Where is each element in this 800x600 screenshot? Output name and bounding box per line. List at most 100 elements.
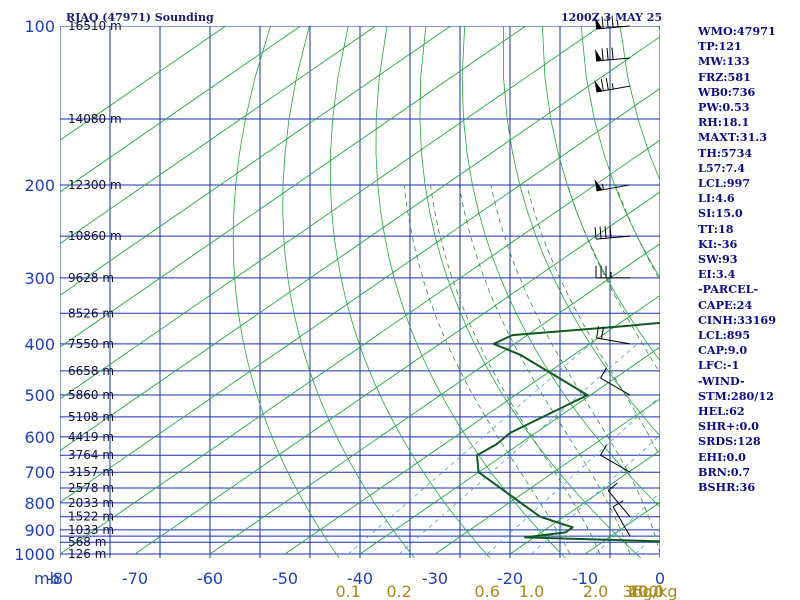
mixing-ratio-line xyxy=(347,343,591,555)
dry-adiabat-line xyxy=(282,26,416,558)
isotherm-line xyxy=(60,26,376,245)
sounding-index-row: WB0:736 xyxy=(698,84,756,99)
pressure-tick-label: 300 xyxy=(24,269,55,288)
wind-barb xyxy=(612,500,631,537)
sounding-index-row: CAP:9.0 xyxy=(698,343,748,358)
sounding-index-row: EI:3.4 xyxy=(698,267,736,282)
height-label: 8526 m xyxy=(68,306,114,320)
height-label: 5860 m xyxy=(68,388,114,402)
sounding-index-row: CAPE:24 xyxy=(698,297,753,312)
isotherm-line xyxy=(434,398,660,555)
temperature-tick-label: -30 xyxy=(422,569,448,588)
sounding-index-row: BSHR:36 xyxy=(698,480,756,495)
wind-barb xyxy=(600,444,631,473)
height-label: 1522 m xyxy=(68,510,114,524)
wind-barb xyxy=(594,78,631,93)
sounding-index-row: MAXT:31.3 xyxy=(698,130,768,145)
dry-adiabat-line xyxy=(232,26,340,558)
sounding-index-row: LI:4.6 xyxy=(698,191,735,206)
sounding-index-row: SW:93 xyxy=(698,252,738,267)
isotherm-line xyxy=(284,294,660,555)
height-label: 3764 m xyxy=(68,448,114,462)
height-label: 3157 m xyxy=(68,465,114,479)
chart-title: RJAO (47971) Sounding xyxy=(66,11,214,24)
temperature-tick-label: -80 xyxy=(47,569,73,588)
height-label: 126 m xyxy=(68,547,106,561)
isotherm-line xyxy=(60,36,660,452)
sounding-index-row: EHI:0.0 xyxy=(698,449,746,464)
sounding-index-row: LCL:997 xyxy=(698,176,751,191)
height-label: 1033 m xyxy=(68,523,114,537)
isotherm-line xyxy=(60,26,301,193)
mixing-ratio-label: 5.0 xyxy=(633,582,658,600)
mixing-ratio-label: 3.0 xyxy=(623,582,648,600)
height-label: 9628 m xyxy=(68,271,114,285)
height-label: 568 m xyxy=(68,535,106,549)
dry-adiabat-line xyxy=(329,26,491,558)
sounding-index-row: TT:18 xyxy=(698,221,734,236)
mixing-ratio-line xyxy=(595,492,660,555)
temperature-tick-label: -40 xyxy=(347,569,373,588)
pressure-unit-label: mb xyxy=(34,569,60,588)
mixing-ratio-label: 0.2 xyxy=(386,582,411,600)
isotherm-line xyxy=(60,26,451,296)
mixing-ratio-line xyxy=(398,343,638,555)
pressure-tick-label: 700 xyxy=(24,463,55,482)
mixing-ratio-label: 2.0 xyxy=(583,582,608,600)
sounding-index-row: TP:121 xyxy=(698,39,742,54)
height-label: 16510 m xyxy=(68,19,122,33)
height-label: 10860 m xyxy=(68,229,122,243)
sounding-index-row: LCL:895 xyxy=(698,328,751,343)
sounding-index-row: TH:5734 xyxy=(698,145,753,160)
height-label: 2033 m xyxy=(68,496,114,510)
pressure-tick-label: 1000 xyxy=(14,545,55,564)
mixing-ratio-line xyxy=(486,395,660,555)
isotherm-line xyxy=(60,26,226,141)
temperature-tick-label: -50 xyxy=(272,569,298,588)
isotherm-line xyxy=(60,26,601,400)
sounding-index-row: WMO:47971 xyxy=(698,24,776,38)
sounding-index-row: PW:0.53 xyxy=(698,100,750,115)
wind-barb xyxy=(596,326,631,345)
pressure-tick-label: 500 xyxy=(24,386,55,405)
dry-adiabat-line xyxy=(542,26,660,362)
temperature-tick-label: -10 xyxy=(572,569,598,588)
sounding-indices-panel: WMO:47971 TP:121 MW:133 FRZ:581 WB0:736 PW:0.… xyxy=(698,24,798,495)
sounding-index-row: BRN:0.7 xyxy=(698,464,751,479)
sounding-index-row: HEL:62 xyxy=(698,404,745,419)
sounding-index-row: RH:18.1 xyxy=(698,115,750,130)
sounding-index-row: SHR+:0.0 xyxy=(698,419,759,434)
moist-adiabat-line xyxy=(526,184,660,458)
isotherm-line xyxy=(209,243,660,555)
isotherm-line xyxy=(359,346,660,555)
sounding-index-row: SRDS:128 xyxy=(698,434,761,449)
isotherm-line xyxy=(60,139,660,555)
dry-adiabat-line xyxy=(503,26,660,437)
isotherm-line xyxy=(60,87,660,503)
wind-barb xyxy=(595,15,631,30)
height-label: 2578 m xyxy=(68,481,114,495)
height-label: 5108 m xyxy=(68,410,114,424)
moist-adiabat-line xyxy=(490,184,660,555)
wind-barb xyxy=(595,47,631,62)
mixing-ratio-label: 40.0 xyxy=(628,582,664,600)
pressure-tick-label: 200 xyxy=(24,176,55,195)
sounding-index-row: MW:133 xyxy=(698,54,750,69)
sounding-index-row: STM:280/12 xyxy=(698,388,774,403)
wind-barb xyxy=(600,367,631,396)
isotherm-line xyxy=(60,26,526,348)
dewpoint-profile-line xyxy=(476,321,660,543)
height-label: 7550 m xyxy=(68,337,114,351)
mixing-ratio-label: 0.1 xyxy=(335,582,360,600)
height-label: 12300 m xyxy=(68,178,122,192)
isotherm-line xyxy=(509,450,660,555)
sounding-index-row: FRZ:581 xyxy=(698,69,751,84)
mixing-ratio-line xyxy=(531,434,660,555)
mixing-ratio-label: 0.6 xyxy=(474,582,499,600)
wind-barb xyxy=(594,225,631,240)
sounding-index-row: KI:-36 xyxy=(698,236,738,251)
dry-adiabat-line xyxy=(375,26,566,558)
sounding-index-row: LFC:-1 xyxy=(698,358,740,373)
height-label: 6658 m xyxy=(68,364,114,378)
